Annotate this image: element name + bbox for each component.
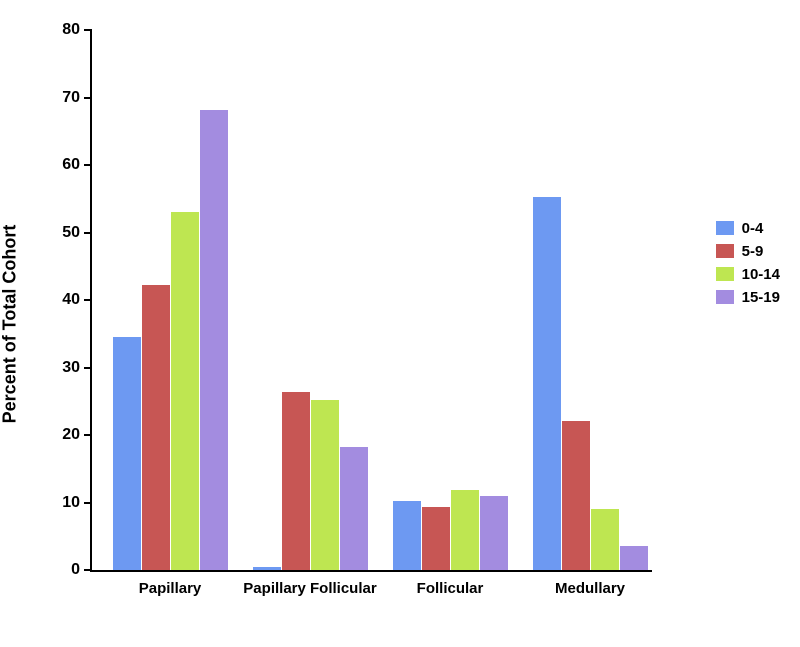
legend-swatch [716, 244, 734, 258]
y-tick [84, 232, 92, 234]
y-tick-label: 30 [62, 359, 80, 377]
legend-label: 5-9 [742, 243, 764, 260]
y-tick-label: 40 [62, 291, 80, 309]
y-tick-label: 0 [71, 561, 80, 579]
bar [451, 490, 479, 570]
bar [311, 400, 339, 570]
bar [480, 496, 508, 570]
bar [340, 447, 368, 570]
bar-chart: Percent of Total Cohort PapillaryPapilla… [20, 20, 780, 627]
y-axis-label: Percent of Total Cohort [0, 224, 21, 423]
x-category-label: Papillary [139, 580, 202, 597]
y-tick-label: 50 [62, 224, 80, 242]
x-category-label: Medullary [555, 580, 625, 597]
legend-swatch [716, 290, 734, 304]
bar [142, 285, 170, 570]
x-category-label: Follicular [417, 580, 484, 597]
legend-label: 15-19 [742, 289, 780, 306]
y-tick-label: 10 [62, 494, 80, 512]
y-tick [84, 164, 92, 166]
y-tick [84, 434, 92, 436]
bar-group: Papillary Follicular [240, 30, 380, 570]
y-tick-label: 80 [62, 21, 80, 39]
legend-item: 10-14 [716, 266, 780, 283]
legend-swatch [716, 267, 734, 281]
y-tick [84, 569, 92, 571]
bar [422, 507, 450, 570]
bar-group: Papillary [100, 30, 240, 570]
y-tick [84, 367, 92, 369]
bar [171, 212, 199, 570]
legend-swatch [716, 221, 734, 235]
y-tick [84, 502, 92, 504]
bar [200, 110, 228, 570]
bar [620, 546, 648, 570]
x-category-label: Papillary Follicular [243, 580, 376, 597]
y-tick [84, 29, 92, 31]
bar [113, 337, 141, 570]
bar-group: Follicular [380, 30, 520, 570]
y-tick [84, 299, 92, 301]
bar [591, 509, 619, 570]
bar [393, 501, 421, 570]
bar [562, 421, 590, 570]
bar [533, 197, 561, 570]
legend-item: 0-4 [716, 220, 780, 237]
y-tick-label: 60 [62, 156, 80, 174]
y-tick-label: 70 [62, 89, 80, 107]
bar [253, 567, 281, 570]
plot-area: PapillaryPapillary FollicularFollicularM… [90, 30, 652, 572]
bar-group: Medullary [520, 30, 660, 570]
y-tick-label: 20 [62, 426, 80, 444]
legend-label: 0-4 [742, 220, 764, 237]
bar [282, 392, 310, 570]
legend-item: 15-19 [716, 289, 780, 306]
y-tick [84, 97, 92, 99]
legend-item: 5-9 [716, 243, 780, 260]
legend-label: 10-14 [742, 266, 780, 283]
bars-container: PapillaryPapillary FollicularFollicularM… [92, 30, 652, 570]
legend: 0-4 5-9 10-14 15-19 [716, 214, 780, 312]
